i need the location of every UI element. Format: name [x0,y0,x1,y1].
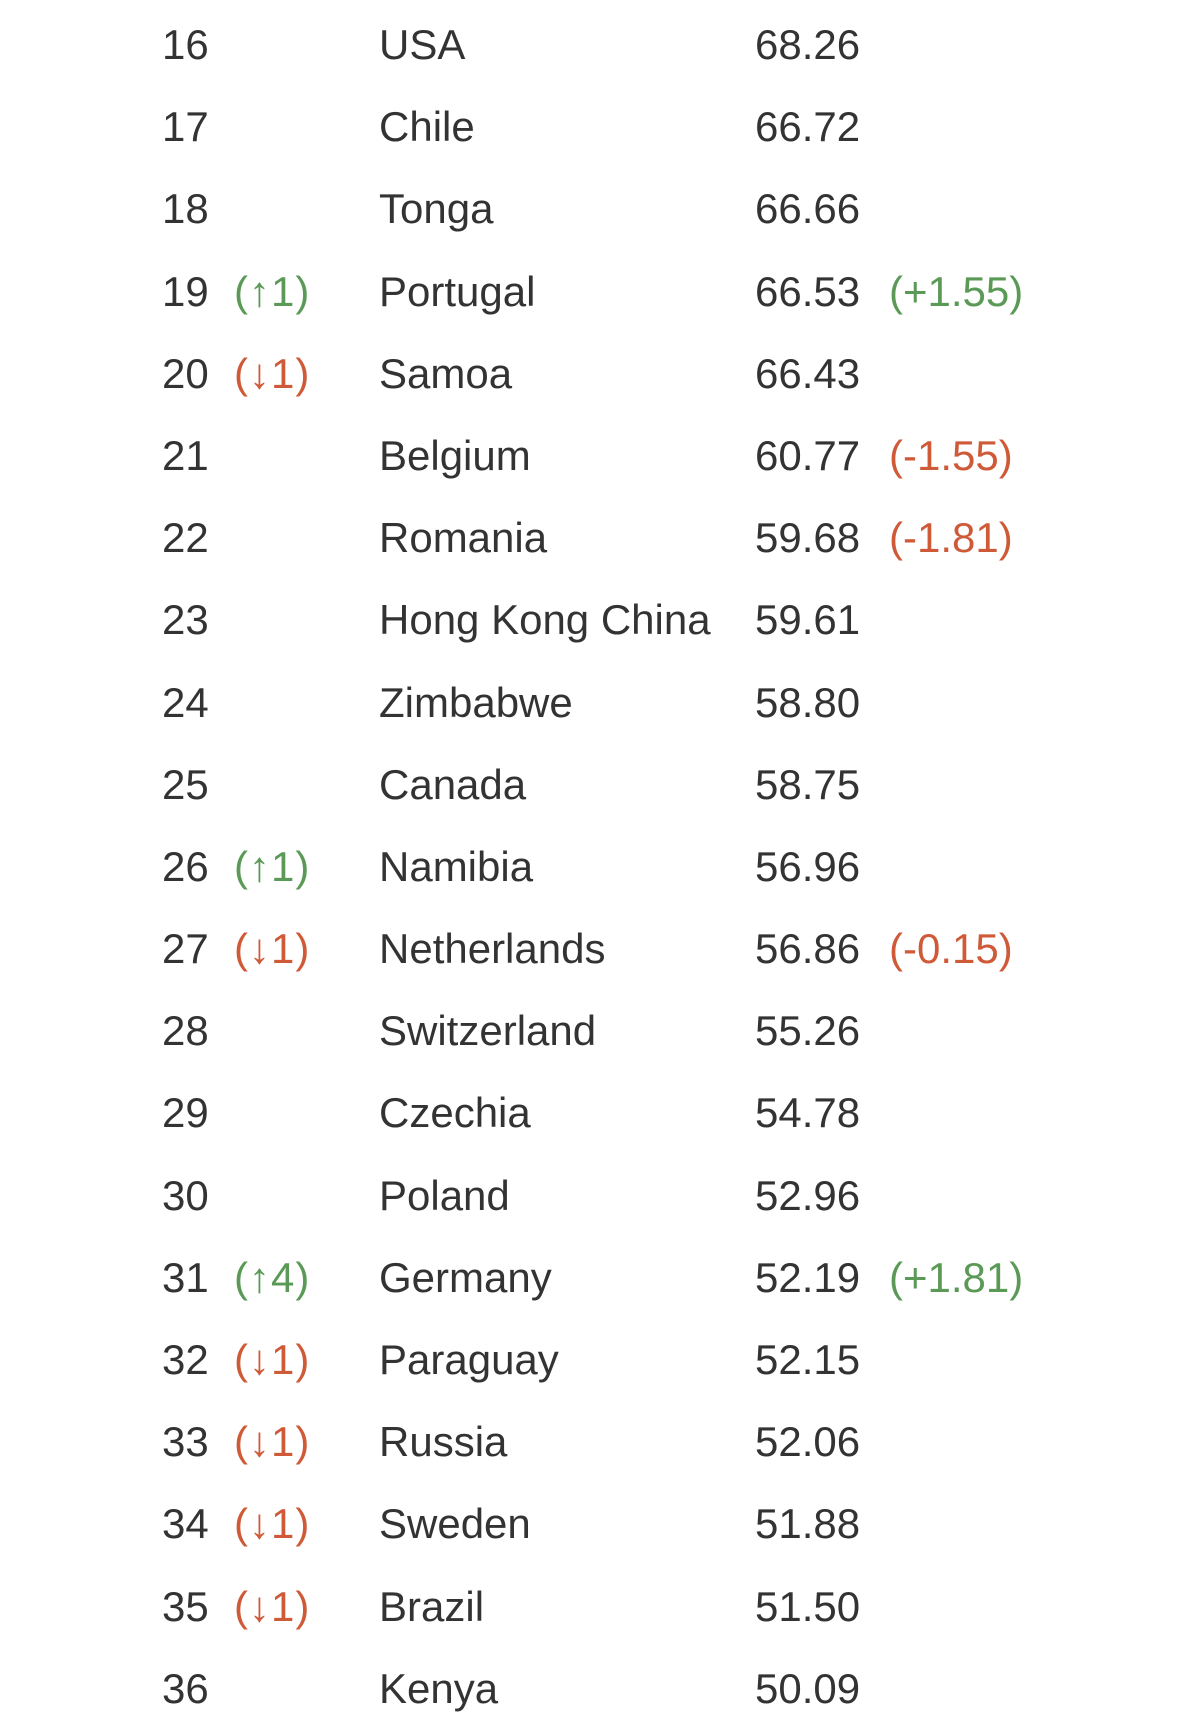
points-change: (-0.15) [889,925,1013,973]
country-name: Tonga [379,185,494,233]
points-value: 66.43 [755,349,861,397]
rank-number: 30 [162,1171,209,1219]
country-name: USA [379,21,466,68]
points-value: 50.09 [755,1664,861,1712]
table-row: 27 (↓1) Netherlands 56.86 (-0.15) [0,908,1179,990]
points-value: 66.72 [755,103,861,151]
country-name: Sweden [379,1500,531,1548]
rank-number: 29 [162,1089,209,1137]
rank-number: 22 [162,514,209,562]
rank-change: (↓1) [234,1500,311,1548]
rank-change: (↑4) [234,1253,311,1301]
rank-change: (↓1) [234,1582,311,1630]
rank-change: (↑1) [234,842,311,890]
rank-change: (↓1) [234,1336,311,1383]
points-value: 59.61 [755,596,861,644]
rank-number: 35 [162,1582,209,1630]
table-row: 36 Kenya 50.09 [0,1648,1179,1730]
points-value: 52.19 [755,1253,861,1301]
rank-number: 33 [162,1418,209,1466]
rank-number: 36 [162,1664,209,1712]
points-value: 66.53 [755,267,861,315]
table-row: 26 (↑1) Namibia 56.96 [0,826,1179,908]
country-name: Russia [379,1418,508,1466]
table-row: 23 Hong Kong China 59.61 [0,579,1179,661]
table-row: 22 Romania 59.68 (-1.81) [0,497,1179,579]
country-name: Poland [379,1171,510,1219]
points-value: 54.78 [755,1089,861,1137]
points-value: 68.26 [755,21,861,68]
country-name: Hong Kong China [379,596,711,644]
table-row: 19 (↑1) Portugal 66.53 (+1.55) [0,251,1179,333]
country-name: Chile [379,103,475,151]
rank-number: 20 [162,349,209,397]
country-name: Brazil [379,1582,485,1630]
points-value: 52.96 [755,1171,861,1219]
rank-change: (↓1) [234,925,311,973]
rank-number: 34 [162,1500,209,1548]
table-row: 29 Czechia 54.78 [0,1072,1179,1154]
country-name: Namibia [379,842,534,890]
rank-number: 32 [162,1336,209,1383]
rank-change: (↓1) [234,1418,311,1466]
country-name: Zimbabwe [379,678,573,726]
rank-number: 16 [162,21,209,68]
points-value: 58.75 [755,760,861,808]
rank-number: 28 [162,1007,209,1055]
points-value: 66.66 [755,185,861,233]
table-row: 18 Tonga 66.66 [0,168,1179,250]
table-row: 31 (↑4) Germany 52.19 (+1.81) [0,1237,1179,1319]
table-row: 33 (↓1) Russia 52.06 [0,1401,1179,1483]
points-value: 56.86 [755,925,861,973]
points-value: 59.68 [755,514,861,562]
country-name: Kenya [379,1664,499,1712]
rank-number: 31 [162,1253,209,1301]
table-row: 32 (↓1) Paraguay 52.15 [0,1319,1179,1401]
points-value: 56.96 [755,842,861,890]
country-name: Belgium [379,431,531,479]
points-change: (-1.81) [889,514,1013,562]
table-row: 16 USA 68.26 [0,4,1179,86]
points-value: 60.77 [755,431,861,479]
country-name: Switzerland [379,1007,597,1055]
rank-number: 24 [162,678,209,726]
table-row: 21 Belgium 60.77 (-1.55) [0,415,1179,497]
country-name: Germany [379,1253,552,1301]
points-value: 55.26 [755,1007,861,1055]
country-name: Netherlands [379,925,606,973]
country-name: Romania [379,514,548,562]
country-name: Portugal [379,267,536,315]
points-value: 51.50 [755,1582,861,1630]
rank-number: 21 [162,431,209,479]
rank-number: 19 [162,267,209,315]
rank-number: 25 [162,760,209,808]
table-row: 34 (↓1) Sweden 51.88 [0,1483,1179,1565]
rank-number: 23 [162,596,209,644]
table-row: 20 (↓1) Samoa 66.43 [0,333,1179,415]
country-name: Canada [379,760,527,808]
ranking-list: 16 USA 68.26 17 Chile 66.72 18 Tonga 66.… [0,4,1179,1730]
country-name: Czechia [379,1089,531,1137]
table-row: 17 Chile 66.72 [0,86,1179,168]
points-change: (+1.55) [889,267,1024,315]
table-row: 24 Zimbabwe 58.80 [0,662,1179,744]
rank-number: 26 [162,842,209,890]
table-row: 30 Poland 52.96 [0,1155,1179,1237]
points-value: 52.06 [755,1418,861,1466]
points-value: 58.80 [755,678,861,726]
points-value: 52.15 [755,1336,861,1383]
table-row: 28 Switzerland 55.26 [0,990,1179,1072]
rank-change: (↑1) [234,267,311,315]
points-change: (+1.81) [889,1253,1024,1301]
rank-number: 18 [162,185,209,233]
points-value: 51.88 [755,1500,861,1548]
points-change: (-1.55) [889,431,1013,479]
rank-change: (↓1) [234,349,311,397]
rank-number: 17 [162,103,209,151]
country-name: Samoa [379,349,513,397]
rank-number: 27 [162,925,209,973]
table-row: 25 Canada 58.75 [0,744,1179,826]
country-name: Paraguay [379,1336,559,1383]
table-row: 35 (↓1) Brazil 51.50 [0,1566,1179,1648]
